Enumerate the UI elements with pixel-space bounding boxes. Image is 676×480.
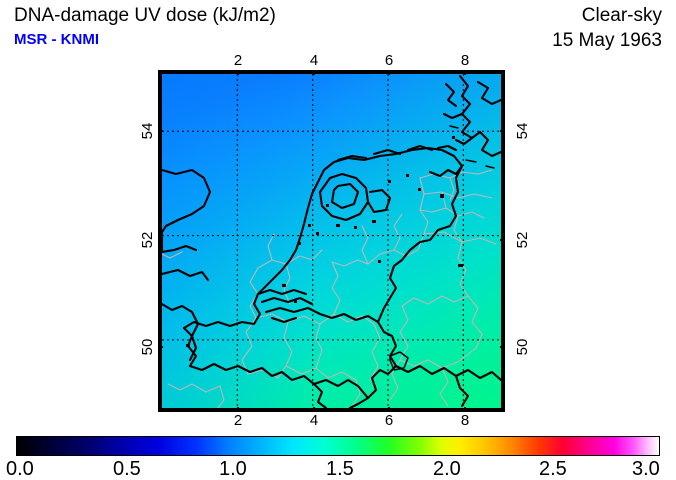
tickmark-left-50: [158, 346, 163, 348]
tickmark-bottom-4: [313, 407, 315, 412]
tickmark-right-54: [500, 130, 505, 132]
xtick-top-label-3: 6: [384, 52, 394, 69]
ytick-left-label-50: 50: [138, 338, 156, 356]
date-label: 15 May 1963: [552, 30, 662, 51]
tickmark-top-4: [313, 70, 315, 75]
ytick-left-label-52: 52: [138, 231, 156, 249]
tickmark-top-2: [237, 70, 239, 75]
xtick-top-label-1: 2: [233, 52, 243, 69]
tickmark-right-52: [500, 239, 505, 241]
xtick-top-label-2: 4: [309, 52, 319, 69]
colorbar-label-5: 2.5: [539, 458, 567, 480]
page-title: DNA-damage UV dose (kJ/m2): [14, 5, 276, 26]
colorbar-label-1: 0.5: [113, 458, 141, 480]
ytick-right-label-50: 50: [513, 338, 531, 356]
tickmark-bottom-6: [388, 407, 390, 412]
xtick-top-label-4: 8: [460, 52, 470, 69]
colorbar-label-0: 0.0: [6, 458, 34, 480]
xtick-bottom-label-1: 2: [233, 412, 243, 429]
map-plot-area: [158, 70, 505, 412]
source-subtitle: MSR - KNMI: [14, 31, 99, 48]
tickmark-top-8: [464, 70, 466, 75]
condition-label: Clear-sky: [581, 5, 662, 26]
xtick-bottom-label-2: 4: [309, 412, 319, 429]
colorbar-label-4: 2.0: [433, 458, 461, 480]
tickmark-left-54: [158, 130, 163, 132]
tickmark-bottom-8: [464, 407, 466, 412]
tickmark-right-50: [500, 346, 505, 348]
uv-dose-color-field: [162, 74, 501, 408]
tickmark-top-6: [388, 70, 390, 75]
colorbar-gradient: [17, 437, 659, 455]
ytick-right-label-52: 52: [513, 231, 531, 249]
tickmark-bottom-2: [237, 407, 239, 412]
coastline-layer: [162, 74, 501, 408]
xtick-bottom-label-3: 6: [384, 412, 394, 429]
ytick-left-label-54: 54: [138, 122, 156, 140]
xtick-bottom-label-4: 8: [460, 412, 470, 429]
ytick-right-label-54: 54: [513, 122, 531, 140]
colorbar-label-3: 1.5: [326, 458, 354, 480]
colorbar-label-6: 3.0: [632, 458, 660, 480]
colorbar-label-2: 1.0: [219, 458, 247, 480]
graticule-layer: [162, 74, 501, 408]
tickmark-left-52: [158, 239, 163, 241]
colorbar: [16, 436, 660, 456]
map-geography-overlay: [162, 74, 501, 408]
